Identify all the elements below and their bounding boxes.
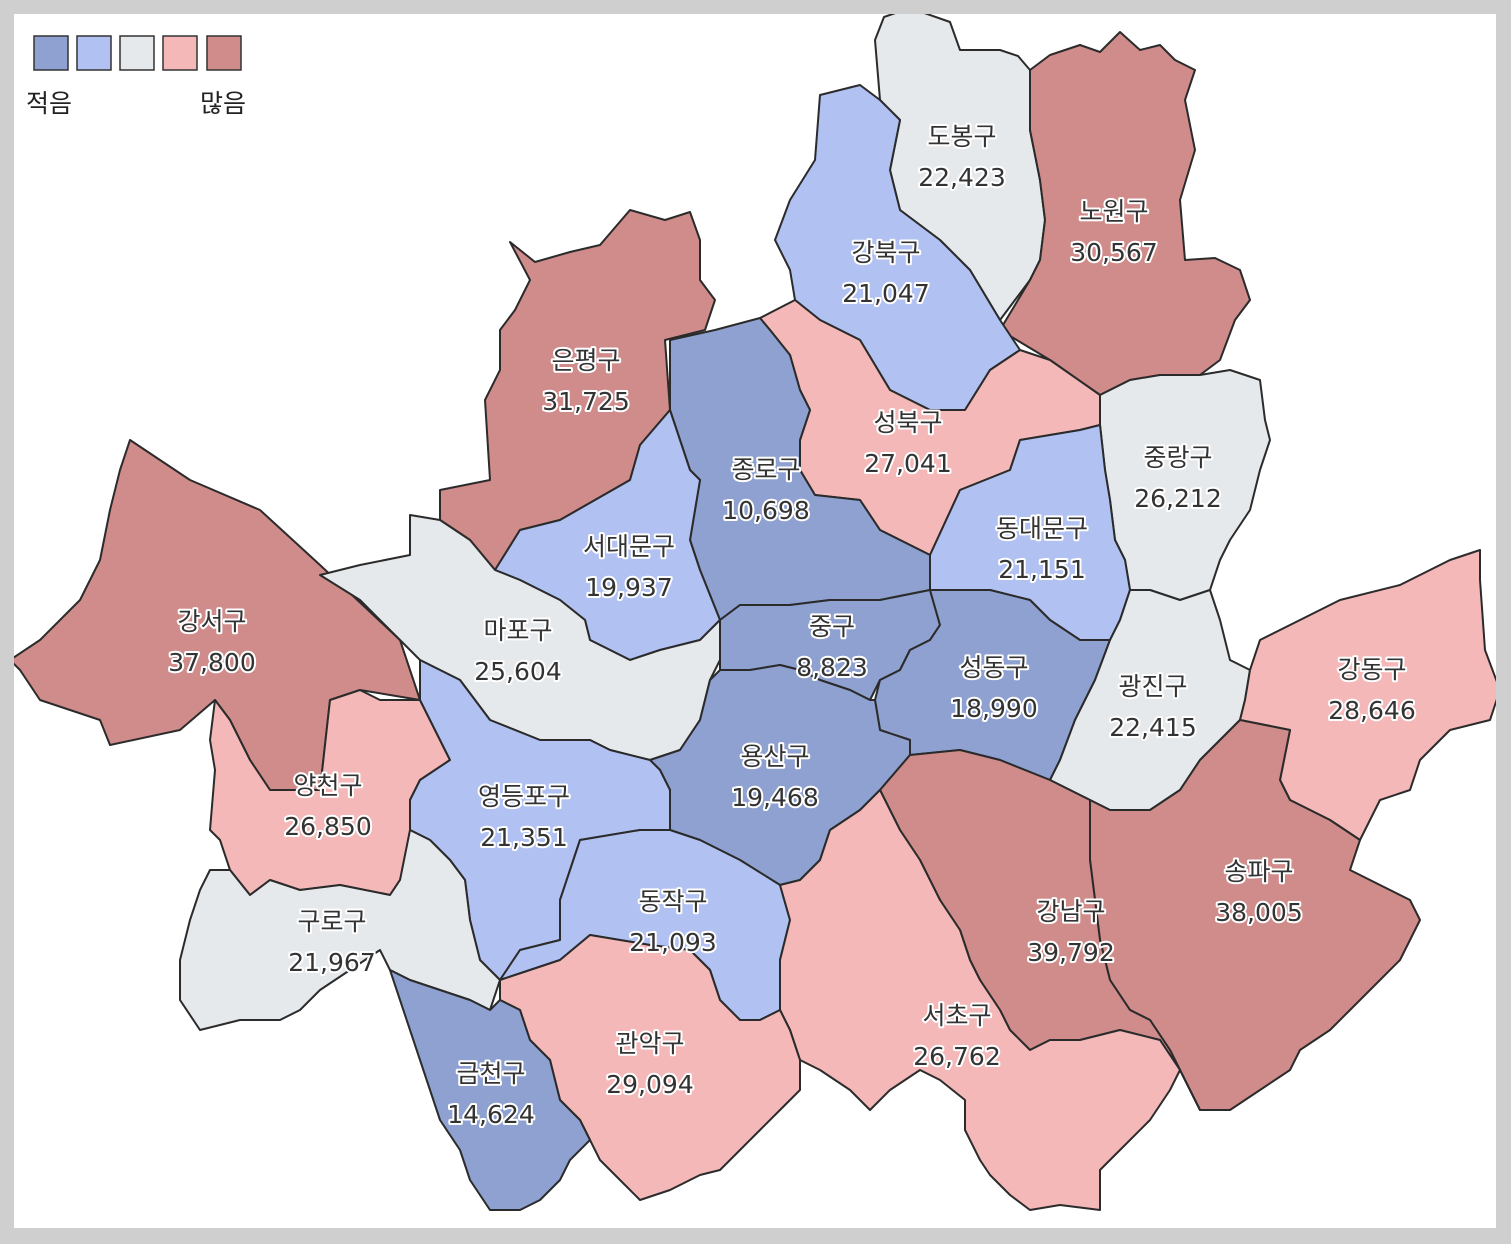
label-dongdaemun-value: 21,151 [998, 555, 1085, 584]
label-yeongdeungpo-value: 21,351 [480, 823, 567, 852]
district-seocho[interactable] [779, 789, 1181, 1211]
legend-swatch-5 [206, 35, 242, 71]
label-jongno-value: 10,698 [722, 496, 809, 525]
label-gangdong-value: 28,646 [1328, 696, 1415, 725]
label-gangnam-value: 39,792 [1027, 938, 1114, 967]
label-gangdong-name: 강동구 [1337, 655, 1406, 684]
label-nowon-value: 30,567 [1070, 238, 1157, 267]
label-songpa-name: 송파구 [1224, 857, 1293, 886]
label-nowon-name: 노원구 [1079, 197, 1148, 226]
label-yeongdeungpo-name: 영등포구 [478, 782, 570, 811]
label-eunpyeong-name: 은평구 [551, 346, 620, 375]
label-mapo-name: 마포구 [483, 616, 552, 645]
legend-high-label: 많음 [200, 89, 246, 118]
label-gwangjin-name: 광진구 [1118, 672, 1187, 701]
label-yongsan-name: 용산구 [740, 742, 809, 771]
label-dongjak-value: 21,093 [629, 928, 716, 957]
label-seodaemun-value: 19,937 [585, 573, 672, 602]
label-mapo-value: 25,604 [474, 657, 561, 686]
district-nowon[interactable] [999, 31, 1251, 396]
label-gwanak-name: 관악구 [615, 1029, 684, 1058]
label-yongsan-value: 19,468 [731, 783, 818, 812]
legend-low-label: 적음 [26, 89, 72, 118]
label-geumcheon-name: 금천구 [456, 1059, 525, 1088]
label-gangnam-name: 강남구 [1036, 897, 1105, 926]
label-songpa-value: 38,005 [1215, 898, 1302, 927]
label-seongdong-value: 18,990 [950, 694, 1037, 723]
label-jung-value: 8,823 [796, 653, 868, 682]
district-guro[interactable] [179, 829, 501, 1031]
district-geumcheon[interactable] [389, 969, 591, 1211]
label-seocho-name: 서초구 [922, 1001, 991, 1030]
seoul-district-map: 적음 많음 [14, 14, 1496, 1211]
label-gwangjin-value: 22,415 [1109, 713, 1196, 742]
legend-swatch-1 [33, 35, 69, 71]
district-labels: 도봉구 22,423 노원구 30,567 강북구 21,047 은평구 31,… [166, 120, 1417, 1131]
label-guro-value: 21,967 [288, 948, 375, 977]
label-seongbuk-value: 27,041 [864, 449, 951, 478]
label-gangbuk-name: 강북구 [851, 238, 920, 267]
legend-swatch-4 [162, 35, 198, 71]
label-guro-name: 구로구 [297, 907, 366, 936]
label-seodaemun-name: 서대문구 [583, 532, 675, 561]
label-dongjak-name: 동작구 [638, 887, 707, 916]
label-jongno-name: 종로구 [731, 455, 800, 484]
label-gwanak-value: 29,094 [606, 1070, 693, 1099]
label-yangcheon-value: 26,850 [284, 812, 371, 841]
label-dongdaemun-name: 동대문구 [996, 514, 1088, 543]
label-gangseo-name: 강서구 [177, 607, 246, 636]
label-yangcheon-name: 양천구 [293, 771, 362, 800]
label-dobong-value: 22,423 [918, 163, 1005, 192]
label-jungnang-name: 중랑구 [1143, 443, 1212, 472]
label-eunpyeong-value: 31,725 [542, 387, 629, 416]
label-gangbuk-value: 21,047 [842, 279, 929, 308]
label-jungnang-value: 26,212 [1134, 484, 1221, 513]
label-dobong-name: 도봉구 [927, 122, 996, 151]
map-frame: 적음 많음 [14, 14, 1496, 1228]
label-seocho-value: 26,762 [913, 1042, 1000, 1071]
label-seongbuk-name: 성북구 [873, 408, 942, 437]
legend-swatch-3 [119, 35, 155, 71]
legend-swatch-2 [76, 35, 112, 71]
label-jung-name: 중구 [809, 612, 855, 641]
label-geumcheon-value: 14,624 [447, 1100, 534, 1129]
legend: 적음 많음 [26, 35, 246, 118]
label-seongdong-name: 성동구 [959, 653, 1028, 682]
label-gangseo-value: 37,800 [168, 648, 255, 677]
